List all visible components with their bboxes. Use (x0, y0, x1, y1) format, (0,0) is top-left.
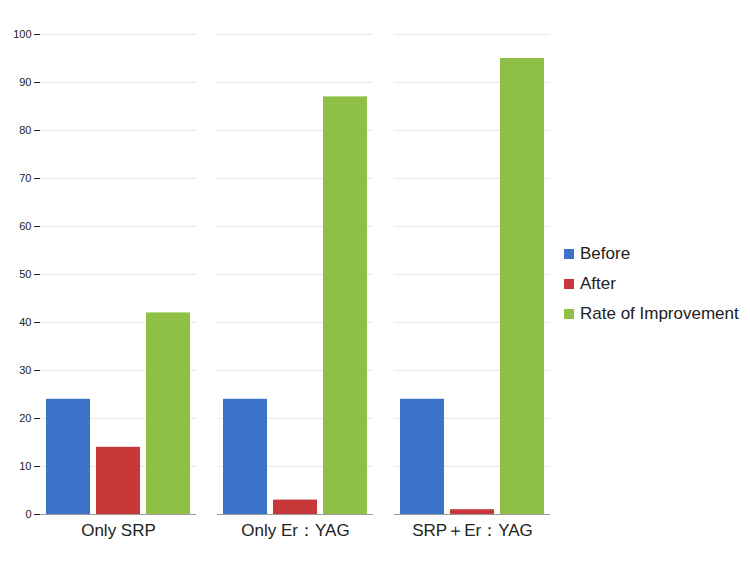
svg-text:Only SRP: Only SRP (81, 521, 156, 540)
svg-text:SRP＋Er：YAG: SRP＋Er：YAG (412, 521, 533, 540)
svg-text:10: 10 (19, 460, 31, 472)
svg-text:60: 60 (19, 220, 31, 232)
html-text:After: After (580, 274, 616, 293)
svg-text:100: 100 (13, 28, 31, 40)
svg-text:0: 0 (25, 508, 31, 520)
svg-text:Only Er：YAG: Only Er：YAG (241, 521, 349, 540)
html-text:Rate of Improvement: Rate of Improvement (580, 304, 739, 323)
svg-text:70: 70 (19, 172, 31, 184)
svg-text:80: 80 (19, 124, 31, 136)
svg-text:20: 20 (19, 412, 31, 424)
svg-text:50: 50 (19, 268, 31, 280)
svg-text:30: 30 (19, 364, 31, 376)
svg-text:40: 40 (19, 316, 31, 328)
html-text:Before: Before (580, 244, 631, 263)
svg-text:90: 90 (19, 76, 31, 88)
